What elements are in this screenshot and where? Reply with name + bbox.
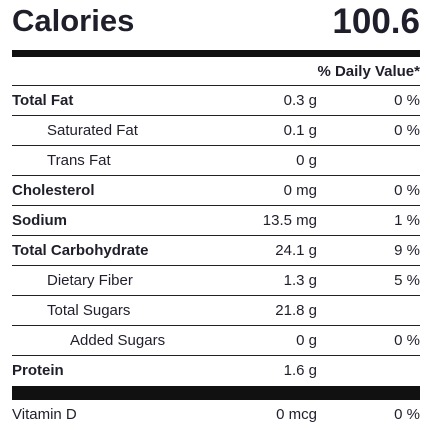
calories-header: Calories 100.6 bbox=[12, 0, 420, 50]
thick-divider bbox=[12, 50, 420, 57]
daily-value-header-label: % Daily Value* bbox=[317, 63, 420, 80]
nutrient-row-total-sugars: Total Sugars 21.8 g bbox=[12, 296, 420, 326]
nutrient-amount: 13.5 mg bbox=[262, 212, 317, 229]
vitamin-row-vitamin-d: Vitamin D 0 mcg 0 % bbox=[12, 400, 420, 430]
nutrient-row-sodium: Sodium 13.5 mg 1 % bbox=[12, 206, 420, 236]
vitamin-daily-value: 0 % bbox=[394, 406, 420, 423]
nutrient-row-trans-fat: Trans Fat 0 g bbox=[12, 146, 420, 176]
nutrient-daily-value: 5 % bbox=[394, 272, 420, 289]
nutrient-amount: 1.6 g bbox=[283, 362, 317, 379]
calories-label: Calories bbox=[12, 3, 135, 38]
nutrient-row-saturated-fat: Saturated Fat 0.1 g 0 % bbox=[12, 116, 420, 146]
nutrient-row-cholesterol: Cholesterol 0 mg 0 % bbox=[12, 176, 420, 206]
nutrient-label: Protein bbox=[12, 362, 64, 379]
nutrient-label: Dietary Fiber bbox=[47, 272, 133, 289]
vitamin-label: Vitamin D bbox=[12, 406, 77, 423]
nutrition-facts-panel: Calories 100.6 % Daily Value* Total Fat … bbox=[12, 0, 420, 430]
nutrient-label: Total Carbohydrate bbox=[12, 242, 149, 259]
nutrient-label: Added Sugars bbox=[70, 332, 166, 349]
vitamin-divider bbox=[12, 386, 420, 400]
nutrient-daily-value: 1 % bbox=[394, 212, 420, 229]
nutrient-label: Cholesterol bbox=[12, 182, 95, 199]
nutrient-label: Saturated Fat bbox=[47, 122, 138, 139]
nutrient-daily-value: 0 % bbox=[394, 182, 420, 199]
nutrient-daily-value: 0 % bbox=[394, 122, 420, 139]
nutrient-label: Total Sugars bbox=[47, 302, 131, 319]
daily-value-header: % Daily Value* bbox=[12, 57, 420, 86]
nutrient-daily-value: 0 % bbox=[394, 92, 420, 109]
nutrient-row-total-fat: Total Fat 0.3 g 0 % bbox=[12, 86, 420, 116]
nutrient-row-protein: Protein 1.6 g bbox=[12, 356, 420, 386]
nutrient-label: Total Fat bbox=[12, 92, 74, 109]
nutrient-amount: 21.8 g bbox=[275, 302, 317, 319]
calories-value: 100.6 bbox=[332, 2, 420, 41]
nutrient-daily-value: 0 % bbox=[394, 332, 420, 349]
nutrient-amount: 0 g bbox=[296, 152, 317, 169]
nutrient-amount: 1.3 g bbox=[283, 272, 317, 289]
nutrient-daily-value: 9 % bbox=[394, 242, 420, 259]
nutrient-row-dietary-fiber: Dietary Fiber 1.3 g 5 % bbox=[12, 266, 420, 296]
nutrient-amount: 0.1 g bbox=[283, 122, 317, 139]
nutrient-amount: 24.1 g bbox=[275, 242, 317, 259]
nutrient-row-total-carbohydrate: Total Carbohydrate 24.1 g 9 % bbox=[12, 236, 420, 266]
nutrient-amount: 0.3 g bbox=[283, 92, 317, 109]
nutrient-label: Sodium bbox=[12, 212, 67, 229]
nutrient-amount: 0 g bbox=[296, 332, 317, 349]
nutrient-label: Trans Fat bbox=[47, 152, 111, 169]
vitamin-amount: 0 mcg bbox=[276, 406, 317, 423]
nutrient-amount: 0 mg bbox=[283, 182, 317, 199]
nutrient-row-added-sugars: Added Sugars 0 g 0 % bbox=[12, 326, 420, 356]
